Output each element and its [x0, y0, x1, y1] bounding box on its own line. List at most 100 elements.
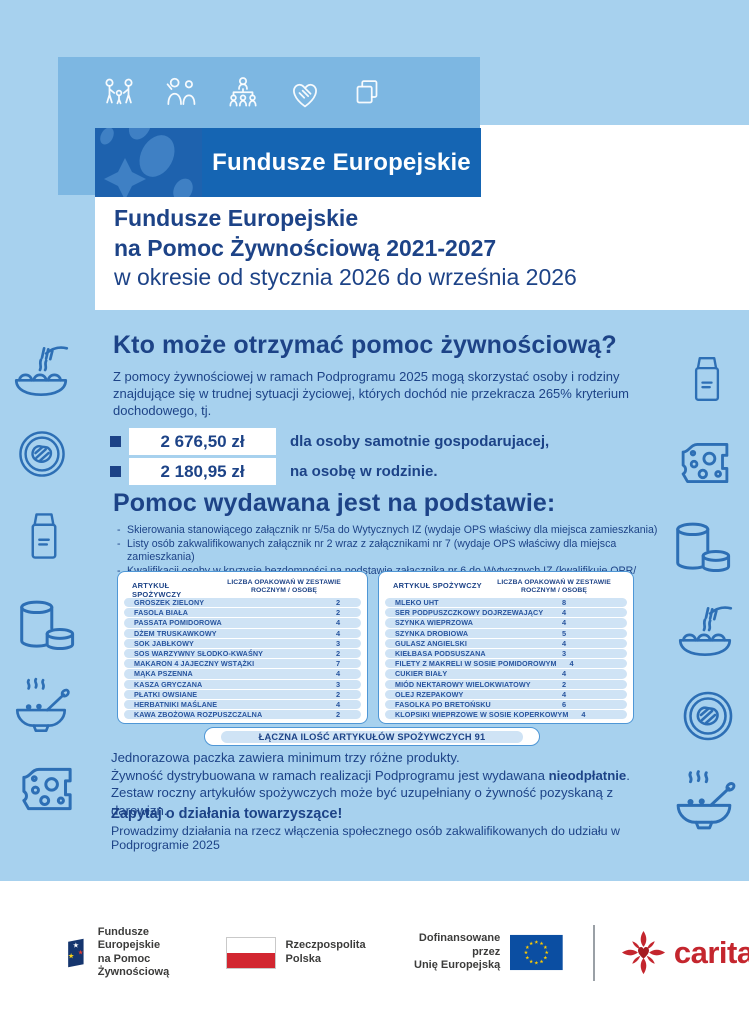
article-qty: 4 — [561, 689, 567, 699]
canned-food-icon — [4, 590, 88, 664]
table-row: CUKIER BIAŁY 4 — [385, 669, 627, 679]
milk-carton-icon — [678, 342, 736, 416]
eu-flag-icon — [510, 934, 563, 971]
meat-plate-icon — [12, 424, 72, 484]
article-qty: 4 — [561, 618, 567, 628]
column-article-header: ARTYKUŁ SPOŻYWCZY — [393, 581, 482, 590]
family-icon — [100, 74, 138, 112]
fundusze-europejskie-banner: Fundusze Europejskie — [95, 128, 481, 197]
threshold-label: dla osoby samotnie gospodarujacej, — [290, 433, 550, 450]
table-row: SOK JABŁKOWY 3 — [124, 638, 361, 648]
poland-text: Rzeczpospolita Polska — [285, 939, 366, 965]
note-line-1: Jednorazowa paczka zawiera minimum trzy … — [111, 750, 460, 765]
cheese-icon — [10, 750, 84, 828]
income-thresholds: 2 676,50 zł dla osoby samotnie gospodaru… — [110, 428, 549, 488]
article-name: MLEKO UHT — [395, 598, 439, 608]
article-qty: 2 — [335, 649, 341, 659]
column-qty-header: LICZBA OPAKOWAŃ W ZESTAWIE ROCZNYM / OSO… — [497, 579, 611, 595]
article-qty: 3 — [335, 679, 341, 689]
table-row: FASOLA BIAŁA 2 — [124, 608, 361, 618]
food-table-left: ARTYKUŁ SPOŻYWCZY LICZBA OPAKOWAŃ W ZEST… — [117, 571, 368, 724]
note-line-2: Żywność dystrybuowana w ramach realizacj… — [111, 767, 630, 783]
table-row: KLOPSIKI WIEPRZOWE W SOSIE KOPERKOWYM 4 — [385, 710, 627, 720]
article-name: FASOLKA PO BRETOŃSKU — [395, 699, 491, 709]
footer-divider — [592, 924, 595, 981]
table-row: PŁATKI OWSIANE 2 — [124, 689, 361, 699]
total-articles-pill: ŁĄCZNA ILOŚĆ ARTYKUŁÓW SPOŻYWCZYCH 91 — [204, 727, 540, 746]
article-qty: 4 — [561, 669, 567, 679]
table-row: MIÓD NEKTAROWY WIELOKWIATOWY 2 — [385, 679, 627, 689]
handshake-heart-icon — [286, 74, 324, 112]
people-group-icon — [224, 74, 262, 112]
article-name: SOK JABŁKOWY — [134, 638, 194, 648]
article-qty: 4 — [335, 669, 341, 679]
article-qty: 2 — [335, 689, 341, 699]
cheese-icon — [668, 428, 742, 498]
poland-block: Rzeczpospolita Polska — [225, 936, 366, 969]
title-line-3: w okresie od stycznia 2026 do września 2… — [114, 264, 577, 290]
basis-list: Skierowania stanowiącego załącznik nr 5/… — [117, 524, 662, 592]
poland-flag-icon — [225, 936, 276, 969]
fe-logo-block: Fundusze Europejskie na Pomoc Żywnościow… — [64, 926, 182, 980]
article-qty: 7 — [335, 659, 341, 669]
soup-bowl-icon — [668, 766, 740, 838]
title-line-1: Fundusze Europejskie — [114, 205, 359, 231]
banner-stars-graphic — [95, 128, 202, 197]
article-name: KASZA GRYCZANA — [134, 679, 203, 689]
article-qty: 3 — [335, 638, 341, 648]
income-threshold-row: 2 676,50 zł dla osoby samotnie gospodaru… — [110, 428, 549, 455]
table-header: ARTYKUŁ SPOŻYWCZY LICZBA OPAKOWAŃ W ZEST… — [124, 577, 361, 599]
article-name: OLEJ RZEPAKOWY — [395, 689, 464, 699]
article-name: FILETY Z MAKRELI W SOSIE POMIDOROWYM — [395, 659, 557, 669]
article-qty: 4 — [335, 699, 341, 709]
footer: Fundusze Europejskie na Pomoc Żywnościow… — [0, 881, 749, 1024]
title-line-2: na Pomoc Żywnościową 2021-2027 — [114, 234, 497, 261]
article-qty: 4 — [569, 659, 574, 669]
cta-body: Prowadzimy działania na rzecz włączenia … — [111, 824, 620, 852]
table-row: SOS WARZYWNY SŁODKO-KWAŚNY 2 — [124, 648, 361, 659]
table-row: FASOLKA PO BRETOŃSKU 6 — [385, 699, 627, 710]
caritas-block: caritas — [621, 930, 749, 975]
milk-carton-icon — [14, 500, 74, 572]
total-articles-label: ŁĄCZNA ILOŚĆ ARTYKUŁÓW SPOŻYWCZYCH 91 — [220, 730, 524, 743]
column-article-header: ARTYKUŁ SPOŻYWCZY — [132, 581, 182, 599]
article-name: MĄKA PSZENNA — [134, 669, 193, 679]
table-row: FILETY Z MAKRELI W SOSIE POMIDOROWYM 4 — [385, 659, 627, 669]
basis-heading: Pomoc wydawana jest na podstawie: — [113, 489, 556, 517]
square-bullet-icon — [110, 466, 121, 477]
eu-funding-block: Dofinansowane przez Unię Europejską — [408, 931, 563, 974]
threshold-value: 2 676,50 zł — [129, 428, 276, 455]
cta-heading: Zapytaj o działania towarzyszące! — [111, 806, 343, 822]
table-row: PASSATA POMIDOROWA 4 — [124, 618, 361, 628]
table-row: MAKARON 4 JAJECZNY WSTĄŻKI 7 — [124, 659, 361, 669]
table-row: SZYNKA DROBIOWA 5 — [385, 628, 627, 638]
threshold-label: na osobę w rodzinie. — [290, 463, 438, 480]
food-table-right: ARTYKUŁ SPOŻYWCZY LICZBA OPAKOWAŃ W ZEST… — [378, 571, 634, 724]
table-row: KASZA GRYCZANA 3 — [124, 679, 361, 689]
notes: Jednorazowa paczka zawiera minimum trzy … — [111, 749, 671, 819]
table-row: HERBATNIKI MAŚLANE 4 — [124, 699, 361, 710]
article-name: PASSATA POMIDOROWA — [134, 618, 222, 628]
article-qty: 3 — [561, 649, 567, 659]
fundusze-europejskie-logo-icon — [68, 938, 84, 967]
table-header: ARTYKUŁ SPOŻYWCZY LICZBA OPAKOWAŃ W ZEST… — [385, 577, 627, 595]
basis-list-item: Listy osób zakwalifikowanych załącznik n… — [117, 538, 662, 565]
eligibility-body: Z pomocy żywnościowej w ramach Podprogra… — [113, 369, 629, 419]
article-name: SZYNKA WIEPRZOWA — [395, 618, 473, 628]
article-qty: 8 — [561, 598, 567, 608]
article-name: KLOPSIKI WIEPRZOWE W SOSIE KOPERKOWYM — [395, 710, 569, 720]
banner-title: Fundusze Europejskie — [212, 148, 471, 176]
table-row: MLEKO UHT 8 — [385, 598, 627, 608]
table-row: GROSZEK ZIELONY 2 — [124, 598, 361, 608]
article-qty: 4 — [335, 628, 341, 638]
table-row: MĄKA PSZENNA 4 — [124, 669, 361, 679]
article-name: SOS WARZYWNY SŁODKO-KWAŚNY — [134, 649, 264, 659]
note-line-3: Zestaw roczny artykułów spożywczych może… — [111, 785, 614, 818]
table-row: SZYNKA WIEPRZOWA 4 — [385, 618, 627, 628]
meat-plate-icon — [676, 684, 740, 748]
income-threshold-row: 2 180,95 zł na osobę w rodzinie. — [110, 458, 549, 485]
fe-logo-text: Fundusze Europejskie na Pomoc Żywnościow… — [97, 925, 170, 979]
basis-list-item: Skierowania stanowiącego załącznik nr 5/… — [117, 524, 662, 538]
table-row: KAWA ZBOŻOWA ROZPUSZCZALNA 2 — [124, 710, 361, 720]
